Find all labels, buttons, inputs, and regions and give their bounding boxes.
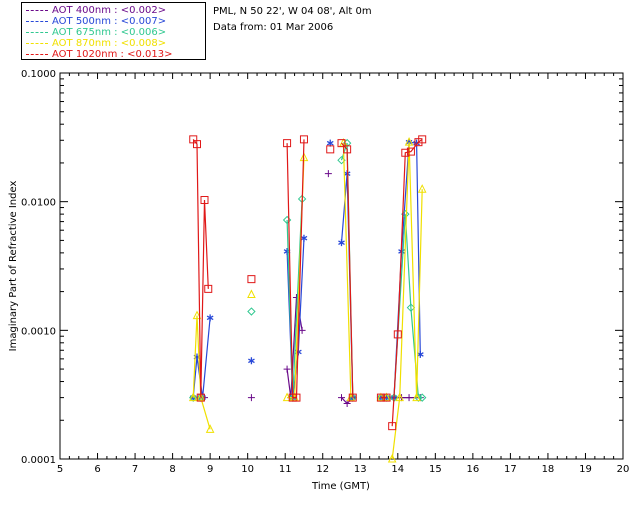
- plus-marker: [247, 394, 255, 402]
- legend-label: AOT 500nm : <0.007>: [52, 16, 167, 27]
- plus-marker: [343, 399, 351, 407]
- y-tick-label: 0.1000: [21, 69, 56, 80]
- square-marker: [292, 393, 301, 402]
- legend-item: AOT 1020nm : <0.013>: [26, 49, 172, 60]
- data-date: Data from: 01 Mar 2006: [213, 22, 334, 33]
- x-tick-label: 14: [391, 464, 404, 475]
- site-location: PML, N 50 22', W 04 08', Alt 0m: [213, 6, 372, 17]
- diamond-marker: [282, 215, 292, 225]
- legend-item: AOT 870nm : <0.008>: [26, 38, 166, 49]
- chart-legend: AOT 400nm : <0.002> AOT 500nm : <0.007> AO…: [21, 2, 206, 60]
- y-tick-label: 0.0100: [21, 198, 56, 209]
- square-marker: [406, 147, 415, 156]
- series-line: [342, 143, 352, 398]
- legend-label: AOT 400nm : <0.002>: [52, 5, 167, 16]
- series-1: [189, 138, 424, 402]
- square-marker: [388, 422, 397, 431]
- square-marker: [204, 284, 213, 293]
- series-line: [341, 142, 354, 398]
- asterisk-marker: [338, 239, 345, 247]
- x-tick-label: 6: [94, 464, 100, 475]
- x-tick-label: 5: [57, 464, 63, 475]
- square-marker: [200, 196, 209, 205]
- square-marker: [196, 393, 205, 402]
- x-tick-label: 18: [542, 464, 555, 475]
- x-tick-label: 12: [316, 464, 329, 475]
- legend-label: AOT 870nm : <0.008>: [52, 38, 167, 49]
- y-tick-label: 0.0001: [21, 455, 56, 466]
- site-info: PML, N 50 22', W 04 08', Alt 0m Data fro…: [213, 4, 372, 36]
- legend-item: AOT 400nm : <0.002>: [26, 5, 166, 16]
- series-line: [192, 315, 211, 430]
- triangle-marker: [188, 392, 198, 402]
- x-tick-label: 19: [579, 464, 592, 475]
- asterisk-marker: [206, 314, 214, 322]
- legend-swatch: [26, 20, 48, 22]
- triangle-marker: [417, 184, 427, 193]
- axis-ticks: 5 6 7 8 9 10 11 12 13 14 15 16 17 18 19 20 0.0001 0.0010 0…: [21, 69, 629, 475]
- series-4: [189, 135, 427, 431]
- y-axis-title: Imaginary Part of Refractive Index: [8, 181, 19, 352]
- series-0: [189, 170, 424, 407]
- plus-marker: [338, 394, 345, 402]
- series-line: [286, 139, 305, 399]
- plus-marker: [405, 394, 413, 402]
- square-marker: [393, 330, 402, 339]
- x-tick-label: 13: [354, 464, 367, 475]
- legend-swatch: [26, 53, 48, 55]
- legend-item: AOT 675nm : <0.006>: [26, 27, 166, 38]
- legend-item: AOT 500nm : <0.007>: [26, 16, 166, 27]
- triangle-marker: [404, 137, 414, 146]
- triangle-marker: [205, 424, 215, 433]
- square-marker: [401, 148, 410, 157]
- legend-swatch: [26, 42, 48, 44]
- series-2: [189, 138, 427, 402]
- legend-swatch: [26, 9, 48, 11]
- x-tick-label: 8: [169, 464, 175, 475]
- series-line: [391, 142, 423, 460]
- square-marker: [192, 140, 201, 149]
- x-tick-label: 10: [241, 464, 254, 475]
- diamond-marker: [417, 393, 427, 402]
- square-marker: [283, 139, 292, 148]
- triangle-marker: [412, 392, 421, 402]
- triangle-marker: [387, 453, 397, 463]
- square-marker: [326, 145, 335, 154]
- series-layer: [188, 135, 427, 463]
- x-axis-title: Time (GMT): [311, 481, 370, 492]
- x-tick-label: 17: [504, 464, 517, 475]
- square-marker: [382, 393, 391, 402]
- x-tick-label: 11: [279, 464, 292, 475]
- x-tick-label: 20: [617, 464, 630, 475]
- legend-label: AOT 675nm : <0.006>: [52, 27, 167, 38]
- x-tick-label: 7: [132, 464, 138, 475]
- square-marker: [348, 393, 357, 402]
- triangle-marker: [247, 289, 256, 298]
- square-marker: [418, 135, 427, 144]
- square-marker: [299, 135, 308, 144]
- legend-label: AOT 1020nm : <0.013>: [52, 49, 173, 60]
- square-marker: [247, 275, 256, 284]
- diamond-marker: [247, 307, 256, 316]
- x-tick-label: 16: [466, 464, 479, 475]
- x-tick-label: 9: [207, 464, 213, 475]
- legend-swatch: [26, 31, 48, 33]
- plus-marker: [283, 365, 291, 373]
- square-marker: [343, 145, 352, 154]
- series-3: [188, 137, 427, 463]
- triangle-marker: [395, 392, 404, 402]
- asterisk-marker: [300, 234, 308, 242]
- diamond-marker: [406, 303, 416, 312]
- square-marker: [376, 393, 385, 402]
- series-line: [393, 214, 423, 399]
- plus-marker: [324, 170, 332, 178]
- triangle-marker: [192, 310, 202, 320]
- x-tick-label: 15: [429, 464, 442, 475]
- square-marker: [337, 139, 346, 148]
- y-tick-label: 0.0010: [21, 326, 56, 337]
- asterisk-marker: [248, 357, 255, 365]
